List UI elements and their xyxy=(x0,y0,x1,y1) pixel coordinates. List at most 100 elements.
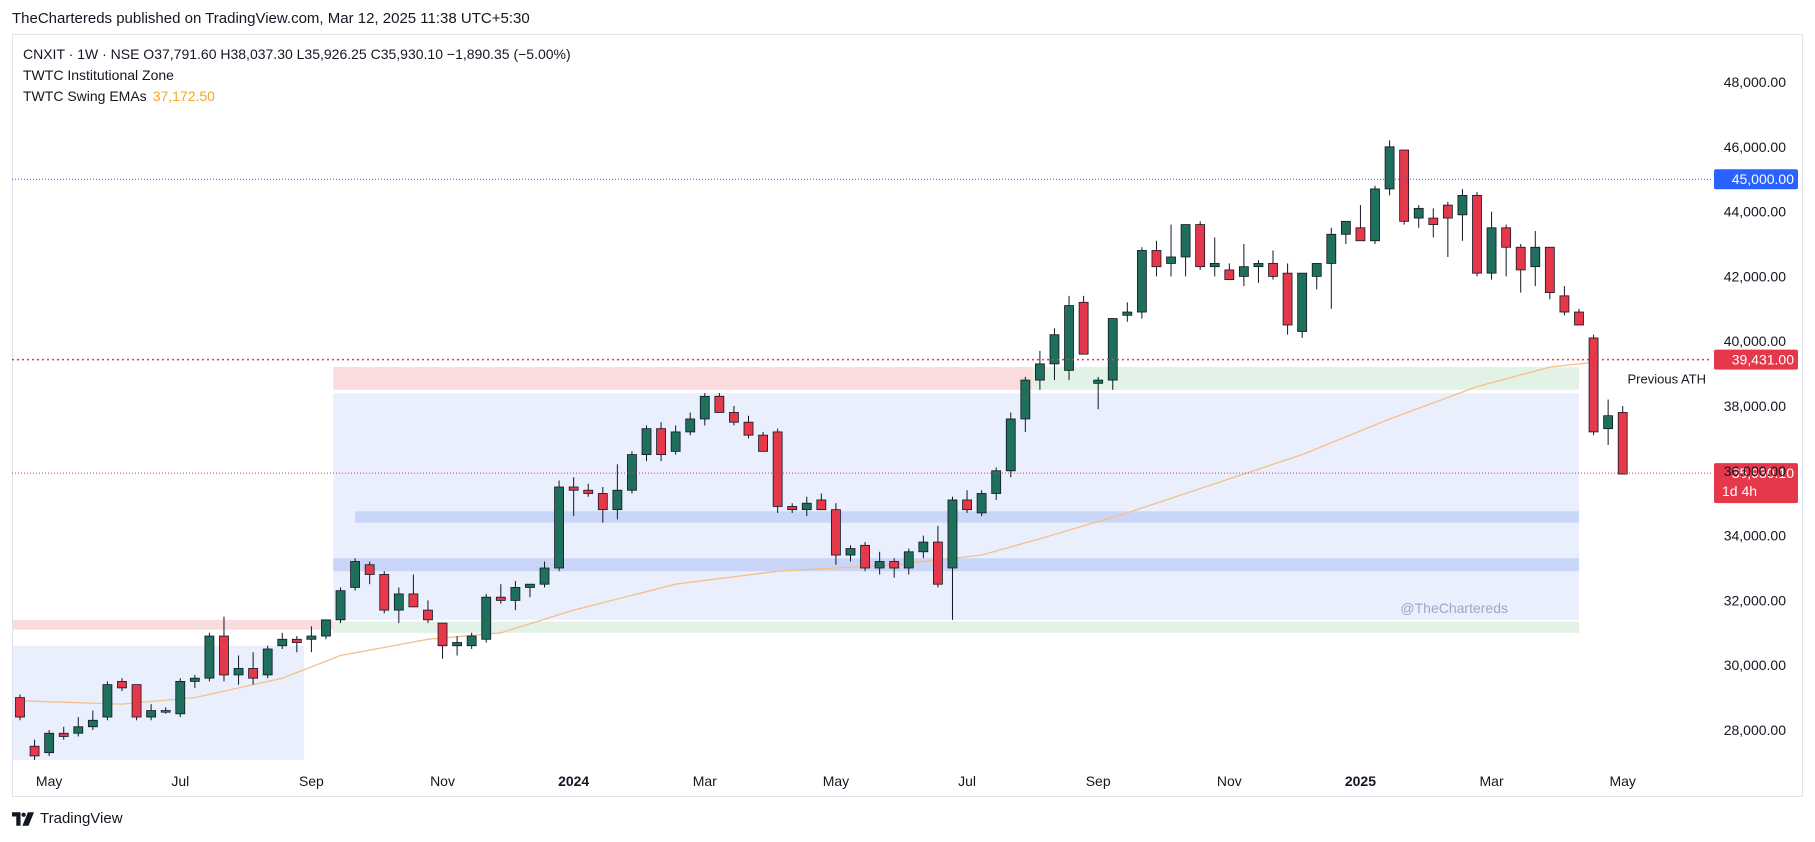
candle-41 xyxy=(612,464,623,520)
candle-51 xyxy=(758,431,768,452)
candle-body-18 xyxy=(277,638,288,647)
candle-37 xyxy=(554,480,564,572)
x-tick-label: 2025 xyxy=(1345,773,1376,789)
candle-21 xyxy=(321,619,331,640)
candle-body-2 xyxy=(44,732,55,754)
candle-body-0 xyxy=(15,697,25,718)
price-tag-label-2: 35,930.10 xyxy=(1732,465,1794,481)
candle-33 xyxy=(495,584,506,604)
candle-body-64 xyxy=(947,499,958,569)
candle-4 xyxy=(73,717,84,737)
zone-red-2 xyxy=(333,367,1033,390)
candle-105 xyxy=(1544,246,1555,300)
watermark: @TheChartereds xyxy=(1400,600,1508,616)
candle-15 xyxy=(233,655,244,685)
price-tag-2 xyxy=(1714,463,1798,504)
y-tick-label: 38,000.00 xyxy=(1724,398,1786,414)
candle-body-57 xyxy=(845,548,856,556)
candle-90 xyxy=(1326,227,1337,309)
candle-43 xyxy=(641,425,652,462)
candle-78 xyxy=(1151,240,1162,277)
price-tag-countdown: 1d 4h xyxy=(1722,483,1757,499)
candle-body-78 xyxy=(1151,250,1162,268)
y-tick-label: 30,000.00 xyxy=(1724,657,1786,673)
candle-body-21 xyxy=(321,619,331,637)
candle-11 xyxy=(175,678,186,718)
candle-body-33 xyxy=(495,596,506,601)
candle-98 xyxy=(1442,201,1453,257)
candle-body-14 xyxy=(219,635,229,676)
candle-body-1 xyxy=(29,745,40,757)
candle-85 xyxy=(1253,260,1264,283)
candle-body-90 xyxy=(1326,233,1337,264)
tradingview-logo-icon xyxy=(12,811,34,826)
candle-body-19 xyxy=(291,638,302,643)
x-tick-label: Sep xyxy=(299,773,324,789)
candle-14 xyxy=(219,616,229,682)
candle-9 xyxy=(146,704,157,721)
candle-63 xyxy=(933,525,943,588)
candle-body-60 xyxy=(889,561,900,569)
price-tag-1 xyxy=(1714,349,1798,370)
candle-93 xyxy=(1370,185,1380,244)
candle-body-45 xyxy=(670,431,681,452)
candle-body-59 xyxy=(874,561,885,569)
candle-92 xyxy=(1355,205,1366,242)
publisher-line: TheChartereds published on TradingView.c… xyxy=(12,10,530,27)
candle-body-103 xyxy=(1515,246,1526,271)
footer-brand[interactable]: TradingView xyxy=(12,810,123,827)
candle-body-8 xyxy=(131,684,142,718)
candle-body-95 xyxy=(1399,149,1410,222)
indicator-institutional-zone[interactable]: TWTC Institutional Zone xyxy=(23,67,174,83)
price-tag-label-1: 39,431.00 xyxy=(1732,352,1794,368)
candle-body-97 xyxy=(1428,217,1439,225)
candle-76 xyxy=(1122,302,1133,322)
candle-35 xyxy=(525,583,535,598)
candle-88 xyxy=(1297,272,1308,338)
candle-66 xyxy=(976,490,987,517)
candle-body-17 xyxy=(262,648,273,676)
candle-body-96 xyxy=(1413,207,1424,219)
candle-body-25 xyxy=(379,574,390,611)
candle-32 xyxy=(481,593,492,643)
candle-body-4 xyxy=(73,726,84,734)
candle-body-61 xyxy=(903,551,914,569)
candle-body-69 xyxy=(1020,379,1031,420)
candle-48 xyxy=(714,393,725,413)
candle-body-40 xyxy=(597,493,608,511)
candle-25 xyxy=(379,571,390,614)
candle-84 xyxy=(1238,244,1249,287)
zone-blue-0 xyxy=(12,645,305,760)
zone-red-4 xyxy=(12,619,334,630)
candle-body-79 xyxy=(1166,256,1176,264)
zones-layer xyxy=(12,367,1579,760)
candle-26 xyxy=(393,587,404,624)
candle-body-98 xyxy=(1442,204,1453,219)
candle-17 xyxy=(262,645,273,679)
candle-0 xyxy=(15,694,25,721)
candle-30 xyxy=(452,636,463,656)
price-tag-label-0: 45,000.00 xyxy=(1732,171,1794,187)
candle-body-72 xyxy=(1064,305,1074,371)
candle-body-101 xyxy=(1486,227,1497,274)
symbol-ohlc-line[interactable]: CNXIT · 1W · NSE O37,791.60 H38,037.30 L… xyxy=(23,46,571,62)
y-tick-label: 42,000.00 xyxy=(1724,268,1786,284)
candle-body-12 xyxy=(189,677,200,682)
candle-80 xyxy=(1180,224,1191,277)
candle-39 xyxy=(583,483,594,497)
candle-body-10 xyxy=(160,710,171,713)
x-tick-label: Mar xyxy=(1480,773,1504,789)
candle-body-41 xyxy=(612,489,623,511)
candle-body-70 xyxy=(1035,363,1045,381)
indicator-swing-emas[interactable]: TWTC Swing EMAs 37,172.50 xyxy=(23,86,571,107)
candle-22 xyxy=(335,587,346,624)
candle-body-99 xyxy=(1457,194,1468,216)
candle-body-35 xyxy=(525,583,535,588)
candle-100 xyxy=(1472,192,1482,277)
candle-62 xyxy=(918,535,929,559)
candle-body-29 xyxy=(437,622,448,647)
candle-body-73 xyxy=(1078,301,1089,355)
candle-body-80 xyxy=(1180,224,1191,258)
candle-106 xyxy=(1559,286,1570,316)
